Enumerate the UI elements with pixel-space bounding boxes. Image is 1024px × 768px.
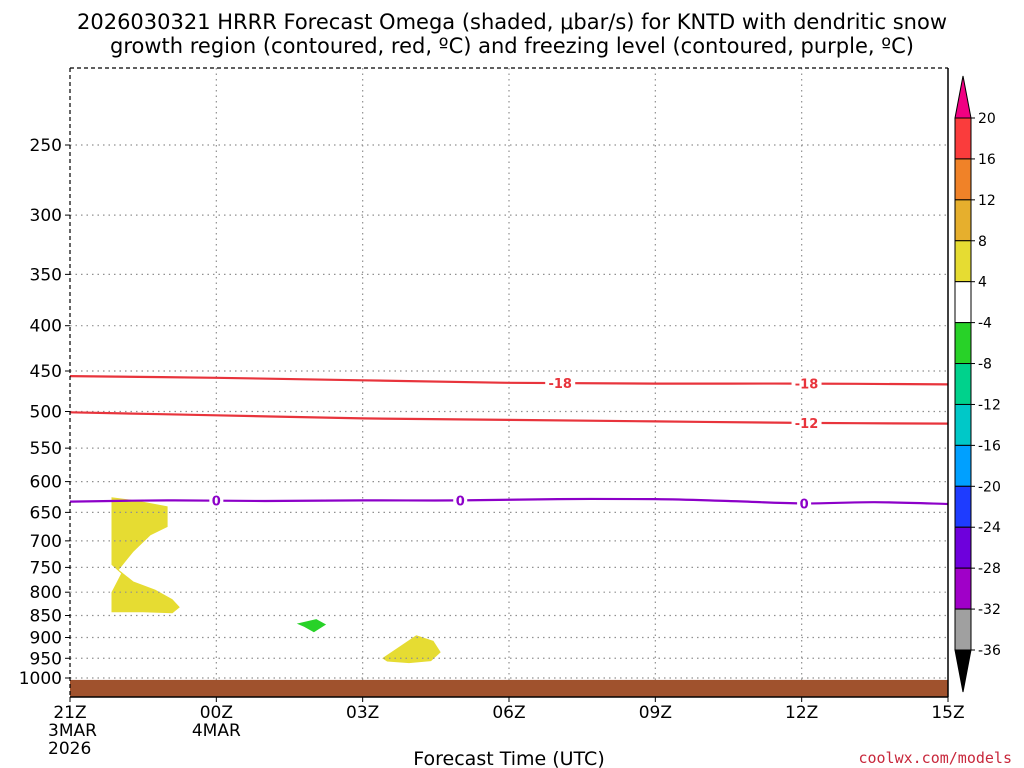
colorbar-tick-label--20: -20 [978,479,1001,495]
y-tick-label-1000: 1000 [19,669,62,689]
colorbar-tick-label-16: 16 [978,152,996,168]
y-tick-label-750: 750 [30,558,62,578]
contour-line-0 [69,497,949,506]
credit-text: coolwx.com/models [858,749,1012,767]
y-tick-label-650: 650 [30,503,62,523]
chart-title-line-1: 2026030321 HRRR Forecast Omega (shaded, … [77,10,947,34]
x-axis-title: Forecast Time (UTC) [413,748,604,768]
x-tick-label-2026: 2026 [48,739,91,759]
colorbar-tick-label-20: 20 [978,111,996,127]
x-tick-label-3MAR: 3MAR [48,721,97,741]
colorbar: -36 -32 -28 -24 -20 -16 -12 -8 -4 4 8 12 16 20 [954,75,1001,693]
contour-label--18: -18 [548,377,572,392]
contour-label-0: 0 [456,494,465,509]
colorbar-bin--12--8 [954,363,972,405]
colorbar-bin--20--16 [954,444,972,487]
x-tick-label-21Z: 21Z [53,703,86,723]
y-tick-label-500: 500 [30,403,62,423]
plot-shaded-layer [70,497,948,697]
y-tick-label-300: 300 [30,206,62,226]
colorbar-bin-12-16 [954,158,972,201]
y-tick-label-950: 950 [30,649,62,669]
chart-title-line-2: growth region (contoured, red, ºC) and f… [110,34,914,58]
shaded-region-omega-upward-4to8-b [382,635,441,664]
contour-label--18: -18 [795,378,819,393]
colorbar-tick-label--24: -24 [978,520,1001,536]
colorbar-bin--4-4 [954,281,972,324]
colorbar-tick-label--12: -12 [978,397,1001,413]
y-tick-label-350: 350 [30,265,62,285]
contour-label-bg [209,493,224,508]
x-tick-label-06Z: 06Z [492,703,525,723]
colorbar-bin-8-12 [954,199,972,242]
contour-label--12: -12 [795,417,819,432]
y-tick-label-900: 900 [30,628,62,648]
plot-contour-layer: -18 -18 -12 0 0 0 [69,375,949,512]
y-tick-label-250: 250 [30,136,62,156]
colorbar-tick-label-4: 4 [978,275,987,291]
x-tick-label-00Z: 00Z [200,703,233,723]
colorbar-bin--32--28 [954,567,972,610]
contour-label-bg [797,496,812,511]
colorbar-bin--28--24 [954,526,972,569]
colorbar-bin--24--20 [954,485,972,528]
colorbar-bin--36--32 [954,608,972,651]
y-axis: 2503003504004505005506006507007508008509… [19,136,70,689]
colorbar-tick-label--32: -32 [978,602,1001,618]
shaded-region-omega-downward-neg4to-8 [296,619,327,633]
colorbar-arrow-bottom [954,649,972,693]
x-tick-label-15Z: 15Z [931,703,964,723]
y-tick-label-850: 850 [30,607,62,627]
y-tick-label-800: 800 [30,583,62,603]
colorbar-tick-label--36: -36 [978,643,1001,659]
contour-label-bg [791,415,822,430]
x-tick-label-03Z: 03Z [346,703,379,723]
plot-grid [70,68,948,680]
contour-label-bg [791,376,822,391]
colorbar-tick-label-8: 8 [978,234,987,250]
colorbar-bin-4-8 [954,240,972,283]
y-tick-label-550: 550 [30,439,62,459]
y-tick-label-400: 400 [30,317,62,337]
colorbar-tick-label--8: -8 [978,357,992,373]
colorbar-bin--8--4 [954,322,972,365]
x-tick-label-12Z: 12Z [785,703,818,723]
contour-label-bg [453,493,468,508]
x-tick-label-09Z: 09Z [639,703,672,723]
contour-label-0: 0 [800,497,809,512]
contour-label-0: 0 [212,495,221,510]
contour-label-bg [545,376,576,391]
y-tick-label-700: 700 [30,532,62,552]
colorbar-tick-label--16: -16 [978,438,1001,454]
colorbar-bin--16--12 [954,403,972,446]
colorbar-tick-label-12: 12 [978,193,996,209]
colorbar-tick-label--4: -4 [978,316,992,332]
terrain-surface-band [70,679,948,697]
shaded-region-omega-upward-4to8-a [111,497,180,614]
y-tick-label-600: 600 [30,473,62,493]
colorbar-bin-16-20 [954,117,972,160]
colorbar-arrow-top [954,75,972,119]
y-tick-label-450: 450 [30,362,62,382]
x-tick-label-4MAR: 4MAR [192,721,241,741]
colorbar-tick-label--28: -28 [978,561,1001,577]
